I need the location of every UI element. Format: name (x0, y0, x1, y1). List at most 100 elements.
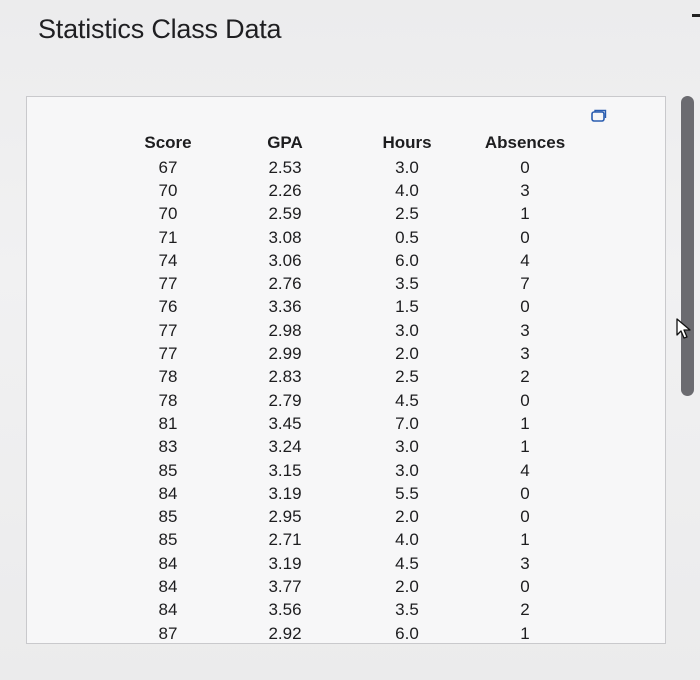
cell-score: 76 (158, 297, 178, 317)
cell-gpa: 2.71 (268, 530, 302, 550)
cell-score: 70 (158, 204, 178, 224)
header-score: Score (144, 132, 192, 152)
cell-hours: 3.0 (395, 320, 419, 340)
cell-hours: 3.0 (395, 460, 419, 480)
cell-absences: 0 (520, 507, 530, 527)
header-hours: Hours (382, 132, 432, 152)
table-row: 74 3.06 6.0 4 (121, 249, 591, 272)
cell-gpa: 2.59 (268, 204, 302, 224)
cell-hours: 7.0 (395, 413, 419, 433)
table-row: 81 3.45 7.0 1 (121, 412, 591, 435)
table-row: 84 3.19 4.5 3 (121, 552, 591, 575)
cell-score: 84 (158, 483, 178, 503)
cell-hours: 1.5 (395, 297, 419, 317)
table-row: 87 2.92 6.0 1 (121, 622, 591, 645)
cell-absences: 0 (520, 390, 530, 410)
table-row: 70 2.26 4.0 3 (121, 179, 591, 202)
table-row: 85 3.15 3.0 4 (121, 459, 591, 482)
cell-absences: 0 (520, 227, 530, 247)
cell-absences: 0 (520, 157, 530, 177)
table-row: 84 3.19 5.5 0 (121, 482, 591, 505)
page-title: Statistics Class Data (38, 14, 282, 44)
header-absences: Absences (484, 132, 566, 152)
cell-gpa: 3.15 (268, 460, 302, 480)
cell-hours: 3.5 (395, 600, 419, 620)
cell-gpa: 2.92 (268, 623, 302, 643)
cell-absences: 3 (520, 320, 530, 340)
table-row: 84 3.56 3.5 2 (121, 599, 591, 622)
table-row: 77 2.76 3.5 7 (121, 272, 591, 295)
cell-hours: 6.0 (395, 250, 419, 270)
cell-score: 83 (158, 437, 178, 457)
table-row: 71 3.08 0.5 0 (121, 226, 591, 249)
cell-absences: 7 (520, 274, 530, 294)
cell-hours: 3.0 (395, 157, 419, 177)
cell-absences: 1 (520, 204, 530, 224)
cell-absences: 0 (520, 297, 530, 317)
cell-score: 85 (158, 507, 178, 527)
cell-score: 74 (158, 250, 178, 270)
cell-hours: 2.5 (395, 204, 419, 224)
cell-score: 70 (158, 180, 178, 200)
table-row: 78 2.79 4.5 0 (121, 389, 591, 412)
cell-score: 85 (158, 460, 178, 480)
table-row: 67 2.53 3.0 0 (121, 156, 591, 179)
cell-hours: 3.5 (395, 274, 419, 294)
table-row: 83 3.24 3.0 1 (121, 436, 591, 459)
header-gpa: GPA (267, 132, 303, 152)
cell-gpa: 3.36 (268, 297, 302, 317)
cell-hours: 4.5 (395, 553, 419, 573)
cell-gpa: 3.77 (268, 576, 302, 596)
cell-absences: 3 (520, 553, 530, 573)
cell-score: 67 (158, 157, 178, 177)
data-table: Score GPA Hours Absences 67 2.53 3.0 0 70 2.2… (121, 129, 591, 645)
cell-absences: 1 (520, 623, 530, 643)
cell-gpa: 3.56 (268, 600, 302, 620)
copy-data-icon[interactable] (591, 109, 607, 123)
table-body: 67 2.53 3.0 0 70 2.26 4.0 3 70 2.59 2.5 1 71 3.08 0.5 0… (121, 156, 591, 645)
cell-score: 87 (158, 623, 178, 643)
cell-score: 78 (158, 367, 178, 387)
table-row: 85 2.71 4.0 1 (121, 529, 591, 552)
cell-score: 77 (158, 344, 178, 364)
cell-hours: 4.0 (395, 530, 419, 550)
cell-score: 77 (158, 320, 178, 340)
cell-gpa: 2.53 (268, 157, 302, 177)
cell-hours: 2.5 (395, 367, 419, 387)
cell-hours: 4.5 (395, 390, 419, 410)
cell-gpa: 3.08 (268, 227, 302, 247)
cell-gpa: 3.24 (268, 437, 302, 457)
cell-absences: 4 (520, 460, 530, 480)
table-row: 84 3.77 2.0 0 (121, 575, 591, 598)
cell-absences: 0 (520, 483, 530, 503)
cell-gpa: 2.26 (268, 180, 302, 200)
cell-absences: 0 (520, 576, 530, 596)
cell-gpa: 3.45 (268, 413, 302, 433)
table-row: 85 2.95 2.0 0 (121, 505, 591, 528)
cell-hours: 0.5 (395, 227, 419, 247)
table-row: 76 3.36 1.5 0 (121, 296, 591, 319)
cell-absences: 2 (520, 600, 530, 620)
cell-absences: 2 (520, 367, 530, 387)
cell-hours: 4.0 (395, 180, 419, 200)
cell-hours: 6.0 (395, 623, 419, 643)
cell-score: 84 (158, 576, 178, 596)
vertical-scrollbar[interactable] (681, 96, 694, 396)
cell-absences: 1 (520, 530, 530, 550)
window-edge-dash (692, 14, 700, 17)
data-panel: Score GPA Hours Absences 67 2.53 3.0 0 70 2.2… (26, 96, 666, 644)
cell-gpa: 3.19 (268, 483, 302, 503)
cell-score: 85 (158, 530, 178, 550)
cell-gpa: 2.98 (268, 320, 302, 340)
cell-hours: 5.5 (395, 483, 419, 503)
table-row: 77 2.98 3.0 3 (121, 319, 591, 342)
cell-gpa: 3.19 (268, 553, 302, 573)
cell-absences: 4 (520, 250, 530, 270)
cell-absences: 1 (520, 413, 530, 433)
cell-score: 77 (158, 274, 178, 294)
table-row: 78 2.83 2.5 2 (121, 366, 591, 389)
cell-gpa: 2.83 (268, 367, 302, 387)
cell-hours: 2.0 (395, 344, 419, 364)
cell-gpa: 2.76 (268, 274, 302, 294)
cell-score: 84 (158, 553, 178, 573)
